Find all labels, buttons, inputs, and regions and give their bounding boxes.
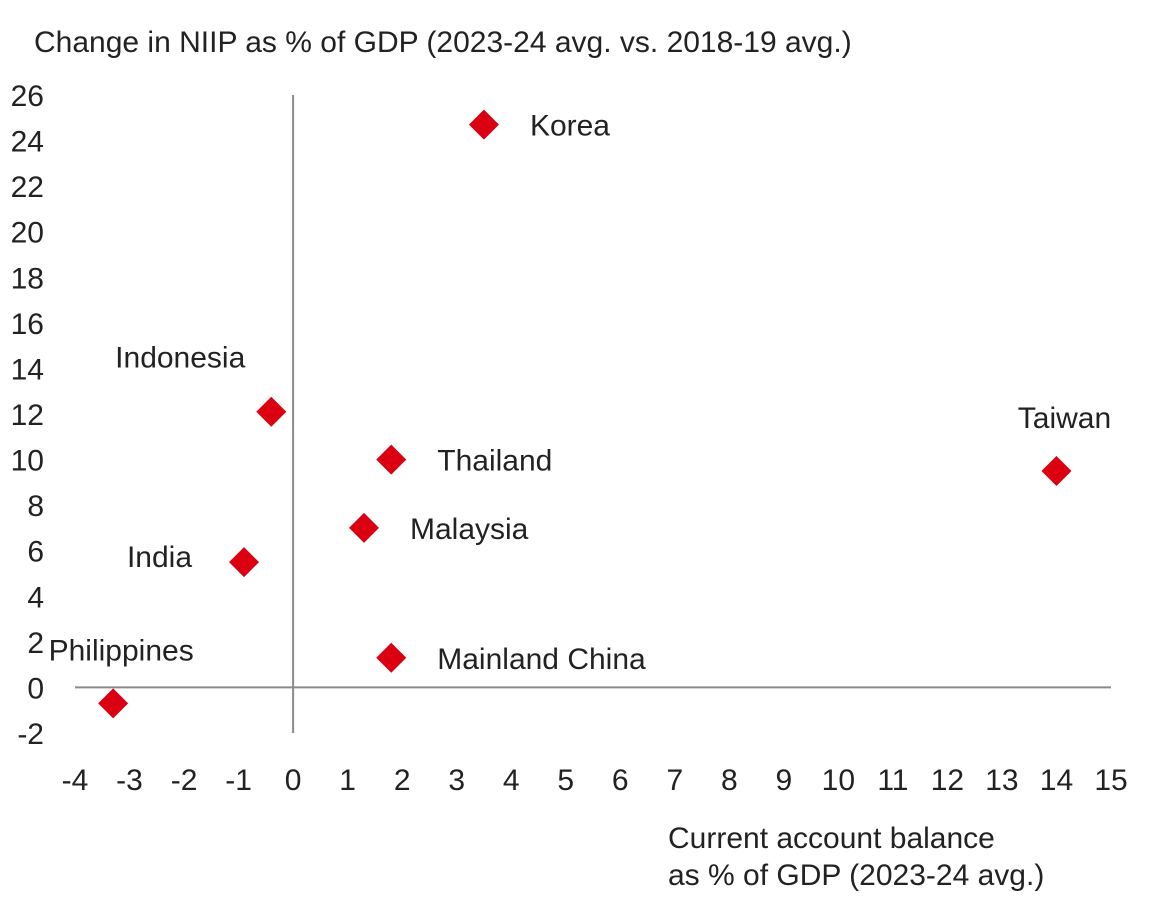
data-point-marker [376, 444, 407, 475]
x-tick-label: 11 [877, 764, 908, 797]
data-points [98, 109, 1072, 719]
x-tick-label: -1 [225, 764, 252, 797]
data-point-marker [229, 547, 260, 578]
y-tick-label: 14 [11, 353, 44, 386]
data-point-labels: Korea Indonesia Thailand Taiwan Malaysia Indi… [49, 110, 1112, 676]
x-tick-label: 13 [985, 764, 1018, 797]
x-tick-label: 2 [394, 764, 411, 797]
x-axis-ticks: -4 -3 -2 -1 0 1 2 3 4 5 6 7 8 9 10 11 12 13 14 15 [62, 764, 1128, 797]
y-tick-label: 16 [11, 308, 44, 341]
y-tick-label: 10 [11, 445, 44, 478]
y-tick-label: 4 [27, 581, 44, 614]
y-tick-label: 12 [11, 399, 44, 432]
data-point-marker [376, 642, 407, 673]
x-tick-label: 15 [1094, 764, 1127, 797]
x-tick-label: 9 [775, 764, 792, 797]
x-tick-label: 4 [503, 764, 520, 797]
y-tick-label: 20 [11, 217, 44, 250]
x-tick-label: 14 [1040, 764, 1073, 797]
data-point-label: Thailand [437, 445, 552, 478]
y-tick-label: 8 [27, 490, 44, 523]
x-axis-title-line-1: Current account balance [668, 822, 995, 855]
data-point-label: Taiwan [1018, 402, 1111, 435]
y-tick-label: 6 [27, 536, 44, 569]
data-point-label: India [127, 541, 192, 574]
y-tick-label: 22 [11, 171, 44, 204]
y-tick-label: 24 [11, 126, 44, 159]
x-tick-label: 1 [339, 764, 356, 797]
x-tick-label: 12 [931, 764, 964, 797]
x-tick-label: 6 [612, 764, 629, 797]
data-point-marker [348, 512, 379, 543]
data-point-marker [468, 109, 499, 140]
x-tick-label: 5 [557, 764, 574, 797]
y-tick-label: 26 [11, 80, 44, 113]
data-point-marker [256, 396, 287, 427]
x-tick-label: 8 [721, 764, 738, 797]
x-tick-label: -4 [62, 764, 89, 797]
x-tick-label: 7 [666, 764, 683, 797]
y-axis-title: Change in NIIP as % of GDP (2023-24 avg.… [34, 26, 852, 59]
data-point-marker [98, 688, 129, 719]
data-point-label: Malaysia [410, 513, 529, 546]
x-tick-label: 0 [285, 764, 302, 797]
data-point-marker [1041, 455, 1072, 486]
data-point-label: Indonesia [115, 342, 245, 375]
y-tick-label: 18 [11, 262, 44, 295]
x-axis-title-line-2: as % of GDP (2023-24 avg.) [668, 859, 1044, 892]
y-tick-label: 0 [27, 672, 44, 705]
data-point-label: Philippines [49, 634, 194, 667]
y-tick-label: 2 [27, 627, 44, 660]
y-tick-label: -2 [17, 718, 44, 751]
x-tick-label: 10 [822, 764, 855, 797]
x-tick-label: -3 [116, 764, 143, 797]
x-tick-label: 3 [448, 764, 465, 797]
data-point-label: Mainland China [437, 643, 646, 676]
x-tick-label: -2 [171, 764, 198, 797]
data-point-label: Korea [530, 110, 610, 143]
